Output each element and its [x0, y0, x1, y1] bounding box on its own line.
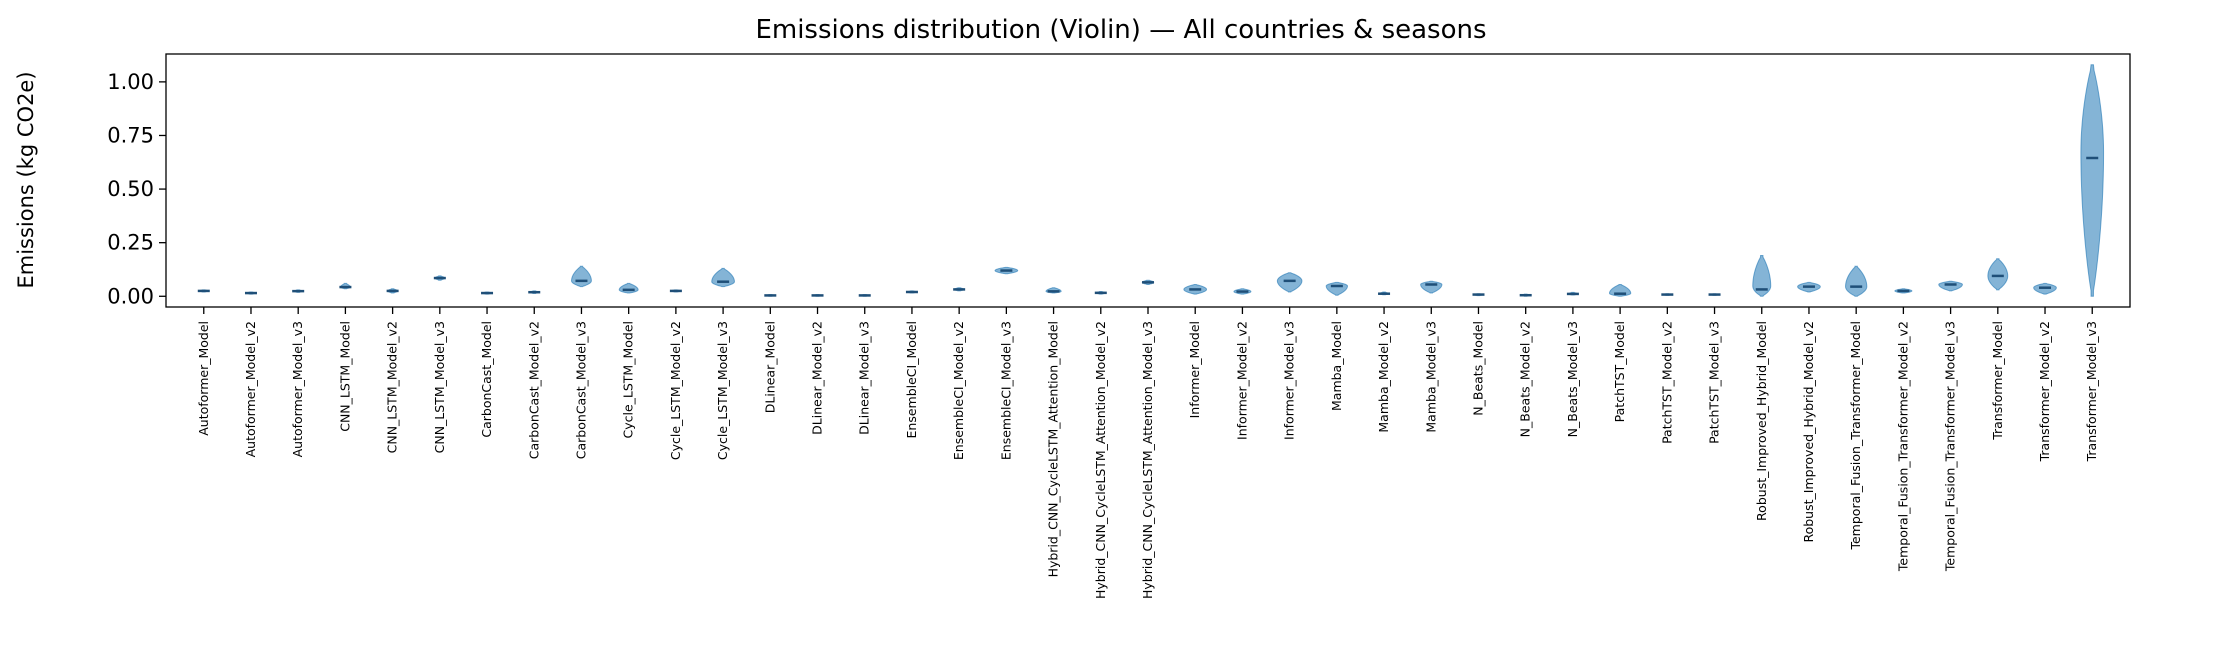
- x-tick-label: EnsembleCI_Model_v2: [951, 321, 966, 460]
- x-tick-label: CarbonCast_Model_v3: [573, 321, 588, 459]
- x-tick-label: DLinear_Model: [762, 321, 777, 413]
- y-tick-label: 0.50: [107, 177, 154, 201]
- x-tick-label: Mamba_Model: [1329, 321, 1344, 411]
- violin-Informer_Model_v3: [1276, 272, 1303, 293]
- violin-Mamba_Model_v3: [1420, 280, 1443, 294]
- x-tick-label: Hybrid_CNN_CycleLSTM_Attention_Model: [1046, 321, 1061, 577]
- x-tick-label: PatchTST_Model_v2: [1659, 321, 1674, 444]
- x-tick-label: PatchTST_Model: [1612, 321, 1627, 422]
- violin-CarbonCast_Model_v3: [571, 265, 592, 288]
- x-tick-label: Hybrid_CNN_CycleLSTM_Attention_Model_v3: [1140, 321, 1155, 599]
- x-tick-label: Transformer_Model: [1990, 321, 2005, 441]
- violin-Cycle_LSTM_Model_v3: [711, 267, 735, 288]
- x-tick-label: Temporal_Fusion_Transformer_Model_v2: [1895, 321, 1910, 572]
- x-tick-label: Cycle_LSTM_Model: [621, 321, 636, 439]
- x-tick-label: Temporal_Fusion_Transformer_Model: [1848, 321, 1863, 551]
- x-tick-label: EnsembleCI_Model: [904, 321, 919, 439]
- violin-Transformer_Model: [1987, 258, 2009, 291]
- violins: [199, 64, 2105, 297]
- x-tick-label: Autoformer_Model_v3: [290, 321, 305, 457]
- x-tick-label: Mamba_Model_v2: [1376, 321, 1391, 433]
- x-tick-label: Robust_Improved_Hybrid_Model: [1754, 321, 1769, 521]
- plot-frame: [165, 53, 2131, 308]
- x-tick-label: DLinear_Model_v3: [857, 321, 872, 435]
- x-tick-label: Informer_Model_v3: [1282, 321, 1297, 440]
- x-axis: Autoformer_Model Autoformer_Model_v2 Autof…: [196, 307, 2099, 599]
- y-tick-label: 0.00: [107, 284, 154, 308]
- x-tick-label: DLinear_Model_v2: [810, 321, 825, 435]
- x-tick-label: CNN_LSTM_Model: [337, 321, 352, 432]
- x-tick-label: Mamba_Model_v3: [1423, 321, 1438, 433]
- x-tick-label: N_Beats_Model: [1470, 321, 1485, 416]
- x-tick-label: Transformer_Model_v3: [2084, 321, 2099, 462]
- x-tick-label: CNN_LSTM_Model_v2: [385, 321, 400, 453]
- x-tick-label: N_Beats_Model_v2: [1518, 321, 1533, 437]
- violin-Transformer_Model_v3: [2080, 64, 2105, 297]
- y-tick-label: 0.75: [107, 123, 154, 147]
- x-tick-label: EnsembleCI_Model_v3: [998, 321, 1013, 460]
- x-tick-label: N_Beats_Model_v3: [1565, 321, 1580, 437]
- x-tick-label: Temporal_Fusion_Transformer_Model_v3: [1943, 321, 1958, 572]
- x-tick-label: Robust_Improved_Hybrid_Model_v2: [1801, 321, 1816, 543]
- x-tick-label: Cycle_LSTM_Model_v2: [668, 321, 683, 460]
- median-markers: [197, 156, 2099, 297]
- x-tick-label: Autoformer_Model: [196, 321, 211, 436]
- chart-title: Emissions distribution (Violin) — All co…: [755, 15, 1486, 45]
- x-tick-label: Informer_Model_v2: [1234, 321, 1249, 440]
- violin-Cycle_LSTM_Model: [618, 282, 639, 294]
- x-tick-label: Transformer_Model_v2: [2037, 321, 2052, 462]
- x-tick-label: CNN_LSTM_Model_v3: [432, 321, 447, 453]
- violin-Mamba_Model: [1325, 281, 1348, 296]
- violin-Temporal_Fusion_Transformer_Model_v3: [1938, 280, 1963, 292]
- x-tick-label: Hybrid_CNN_CycleLSTM_Attention_Model_v2: [1093, 321, 1108, 599]
- x-tick-label: Cycle_LSTM_Model_v3: [715, 321, 730, 460]
- x-tick-label: CarbonCast_Model: [479, 321, 494, 438]
- x-tick-label: PatchTST_Model_v3: [1707, 321, 1722, 444]
- x-tick-label: Autoformer_Model_v2: [243, 321, 258, 457]
- y-tick-label: 1.00: [107, 70, 154, 94]
- y-tick-label: 0.25: [107, 231, 154, 255]
- y-axis-label: Emissions (kg CO2e): [14, 71, 38, 288]
- x-tick-label: Informer_Model: [1187, 321, 1202, 418]
- violin-Temporal_Fusion_Transformer_Model: [1845, 265, 1868, 297]
- x-tick-label: CarbonCast_Model_v2: [526, 321, 541, 459]
- y-axis: 0.00 0.25 0.50 0.75 1.00: [107, 70, 166, 308]
- violin-Robust_Improved_Hybrid_Model: [1752, 255, 1772, 297]
